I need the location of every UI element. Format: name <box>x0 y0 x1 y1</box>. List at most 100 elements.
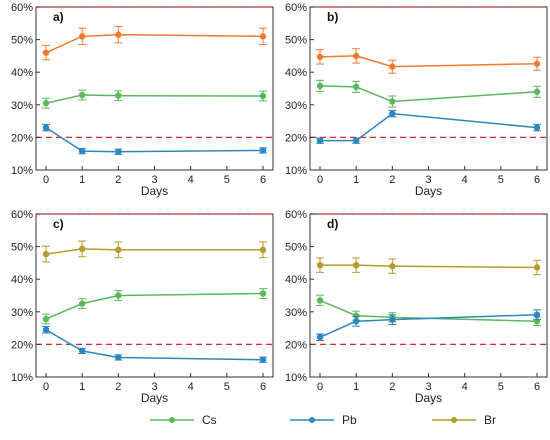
x-tick-label: 6 <box>534 174 540 186</box>
legend-marker <box>309 417 315 423</box>
series-line <box>319 299 538 323</box>
series-br <box>316 48 541 74</box>
data-point <box>78 147 86 155</box>
data-point <box>316 297 324 304</box>
x-tick-label: 4 <box>462 381 468 393</box>
data-point <box>259 246 267 254</box>
data-point <box>533 88 541 95</box>
x-tick-label: 0 <box>43 381 49 393</box>
data-point <box>352 318 360 325</box>
data-point <box>115 354 122 361</box>
y-tick-label: 40% <box>11 274 33 286</box>
series-line <box>45 292 264 320</box>
x-tick-label: 6 <box>534 381 540 393</box>
data-point <box>115 92 122 99</box>
data-point <box>259 33 267 40</box>
data-point <box>78 300 86 307</box>
data-point <box>259 92 267 100</box>
series-line <box>45 126 264 153</box>
data-point <box>533 311 541 318</box>
x-tick-label: 5 <box>498 381 504 393</box>
y-tick-label: 10% <box>11 372 33 384</box>
x-tick-label: 2 <box>115 381 121 393</box>
y-tick-label: 50% <box>11 242 33 254</box>
data-point <box>389 110 396 117</box>
y-tick-label: 60% <box>11 209 33 221</box>
x-tick-label: 4 <box>188 381 194 393</box>
data-point <box>259 147 267 154</box>
series-br <box>42 240 267 263</box>
x-tick-label: 5 <box>224 381 230 393</box>
y-tick-label: 20% <box>11 339 33 351</box>
x-tick-label: 1 <box>79 381 85 393</box>
x-tick-label: 4 <box>188 174 194 186</box>
x-tick-label: 3 <box>425 381 431 393</box>
legend-item-pb: Pb <box>290 413 357 427</box>
data-point <box>78 33 86 40</box>
x-tick-label: 2 <box>115 174 121 186</box>
data-point <box>316 53 324 61</box>
data-point <box>389 262 396 270</box>
data-point <box>352 261 360 269</box>
data-point <box>42 250 50 258</box>
y-tick-label: 60% <box>285 209 307 221</box>
data-point <box>389 98 396 105</box>
data-point <box>115 246 122 254</box>
panel-c: 10% 20% 30% 40% 50% 60% 0 1 2 3 4 5 6 Days c) <box>11 209 274 405</box>
plot-frame <box>309 213 548 378</box>
data-point <box>316 261 324 269</box>
series-pb <box>316 309 541 341</box>
legend-marker <box>451 417 457 423</box>
y-tick-label: 40% <box>285 274 307 286</box>
x-axis-title: Days <box>415 391 442 405</box>
data-point <box>533 264 541 271</box>
x-tick-label: 0 <box>317 381 323 393</box>
data-point <box>352 137 360 144</box>
series-line <box>319 85 538 103</box>
x-tick-label: 0 <box>43 174 49 186</box>
y-tick-label: 30% <box>285 100 307 112</box>
x-axis-title: Days <box>415 184 442 198</box>
y-tick-label: 60% <box>11 2 33 14</box>
data-point <box>42 49 50 56</box>
data-point <box>316 334 324 341</box>
data-point <box>115 292 122 299</box>
series-pb <box>316 109 541 144</box>
x-tick-label: 3 <box>425 174 431 186</box>
legend-label: Pb <box>342 413 357 427</box>
y-tick-label: 30% <box>285 307 307 319</box>
data-point <box>352 52 360 60</box>
data-point <box>259 290 267 297</box>
legend-label: Cs <box>202 413 217 427</box>
x-tick-label: 4 <box>462 174 468 186</box>
y-tick-label: 10% <box>285 165 307 177</box>
y-tick-label: 20% <box>285 132 307 144</box>
data-point <box>352 83 360 91</box>
x-tick-label: 2 <box>389 381 395 393</box>
data-point <box>42 326 50 333</box>
data-point <box>533 60 541 67</box>
data-point <box>533 124 541 131</box>
data-point <box>78 91 86 99</box>
x-tick-label: 0 <box>317 174 323 186</box>
x-axis-title: Days <box>141 391 168 405</box>
series-pb <box>42 325 267 363</box>
y-tick-label: 20% <box>285 339 307 351</box>
y-tick-label: 10% <box>11 165 33 177</box>
y-tick-label: 30% <box>11 100 33 112</box>
x-tick-label: 3 <box>151 381 157 393</box>
x-tick-label: 6 <box>260 381 266 393</box>
x-tick-label: 5 <box>498 174 504 186</box>
data-point <box>78 347 86 355</box>
data-point <box>259 356 267 363</box>
panel-d: 10% 20% 30% 40% 50% 60% 0 1 2 3 4 5 6 Days d) <box>285 209 548 405</box>
series-pb <box>42 123 267 155</box>
series-line <box>45 94 264 104</box>
x-tick-label: 1 <box>353 174 359 186</box>
x-tick-label: 3 <box>151 174 157 186</box>
data-point <box>42 124 50 131</box>
panel-b: 10% 20% 30% 40% 50% 60% 0 1 2 3 4 5 6 Days b) <box>285 2 548 198</box>
series-cs <box>42 288 267 325</box>
series-cs <box>316 79 541 108</box>
data-point <box>316 137 324 144</box>
